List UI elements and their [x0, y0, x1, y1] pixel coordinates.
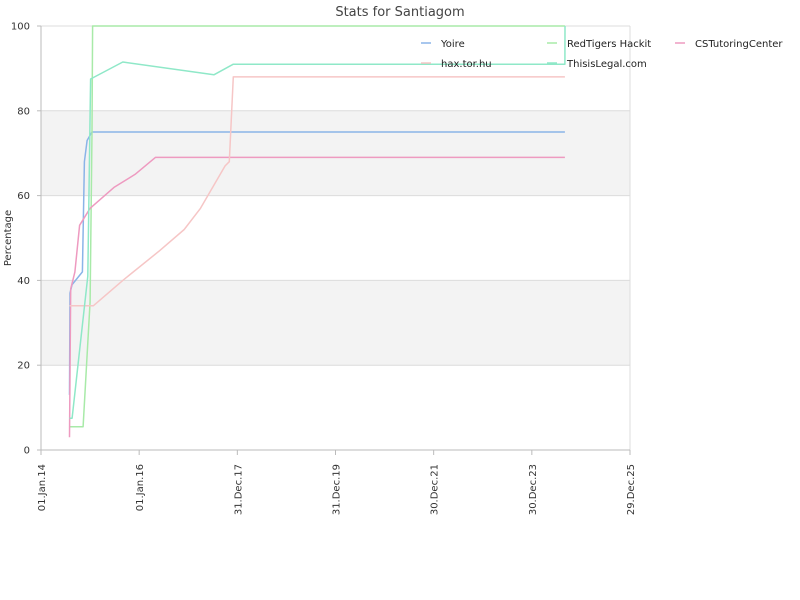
x-tick-label: 31.Dec.19 — [332, 464, 343, 515]
y-tick-label: 0 — [24, 446, 30, 457]
x-tick-label: 30.Dec.23 — [528, 464, 539, 515]
axes: 0 20 40 60 80 100 01.Jan.14 01.Jan.16 31.Dec.17 3… — [11, 22, 637, 516]
x-tick-label: 29.Dec.25 — [626, 464, 637, 515]
x-tick-label: 31.Dec.17 — [233, 464, 244, 515]
legend: Yoire RedTigers Hackit CSTutoringCenter hax… — [421, 39, 783, 70]
y-tick-label: 40 — [17, 276, 30, 287]
x-tick-label: 01.Jan.16 — [135, 464, 146, 511]
x-tick-label: 30.Dec.21 — [430, 464, 441, 515]
y-axis-label: Percentage — [3, 210, 14, 266]
legend-label: RedTigers Hackit — [567, 39, 651, 50]
series-lines — [68, 25, 566, 438]
series-line-thisislegal-com — [69, 25, 566, 419]
y-tick-label: 60 — [17, 191, 30, 202]
series-line-cstutoringcenter — [68, 156, 565, 438]
chart-title: Stats for Santiagom — [335, 5, 464, 20]
grid-band — [41, 280, 630, 366]
y-tick-label: 20 — [17, 361, 30, 372]
y-tick-label: 100 — [11, 22, 30, 33]
y-tick-label: 80 — [17, 106, 30, 117]
series-line-redtigers-hackit — [69, 25, 565, 428]
legend-label: hax.tor.hu — [441, 59, 492, 70]
x-tick-label: 01.Jan.14 — [37, 464, 48, 511]
legend-label: Yoire — [440, 39, 465, 50]
legend-label: CSTutoringCenter — [695, 39, 783, 50]
grid-band — [41, 110, 630, 196]
legend-label: ThisisLegal.com — [566, 59, 647, 70]
plot-background — [41, 25, 631, 451]
series-line-hax-tor-hu — [69, 76, 565, 307]
